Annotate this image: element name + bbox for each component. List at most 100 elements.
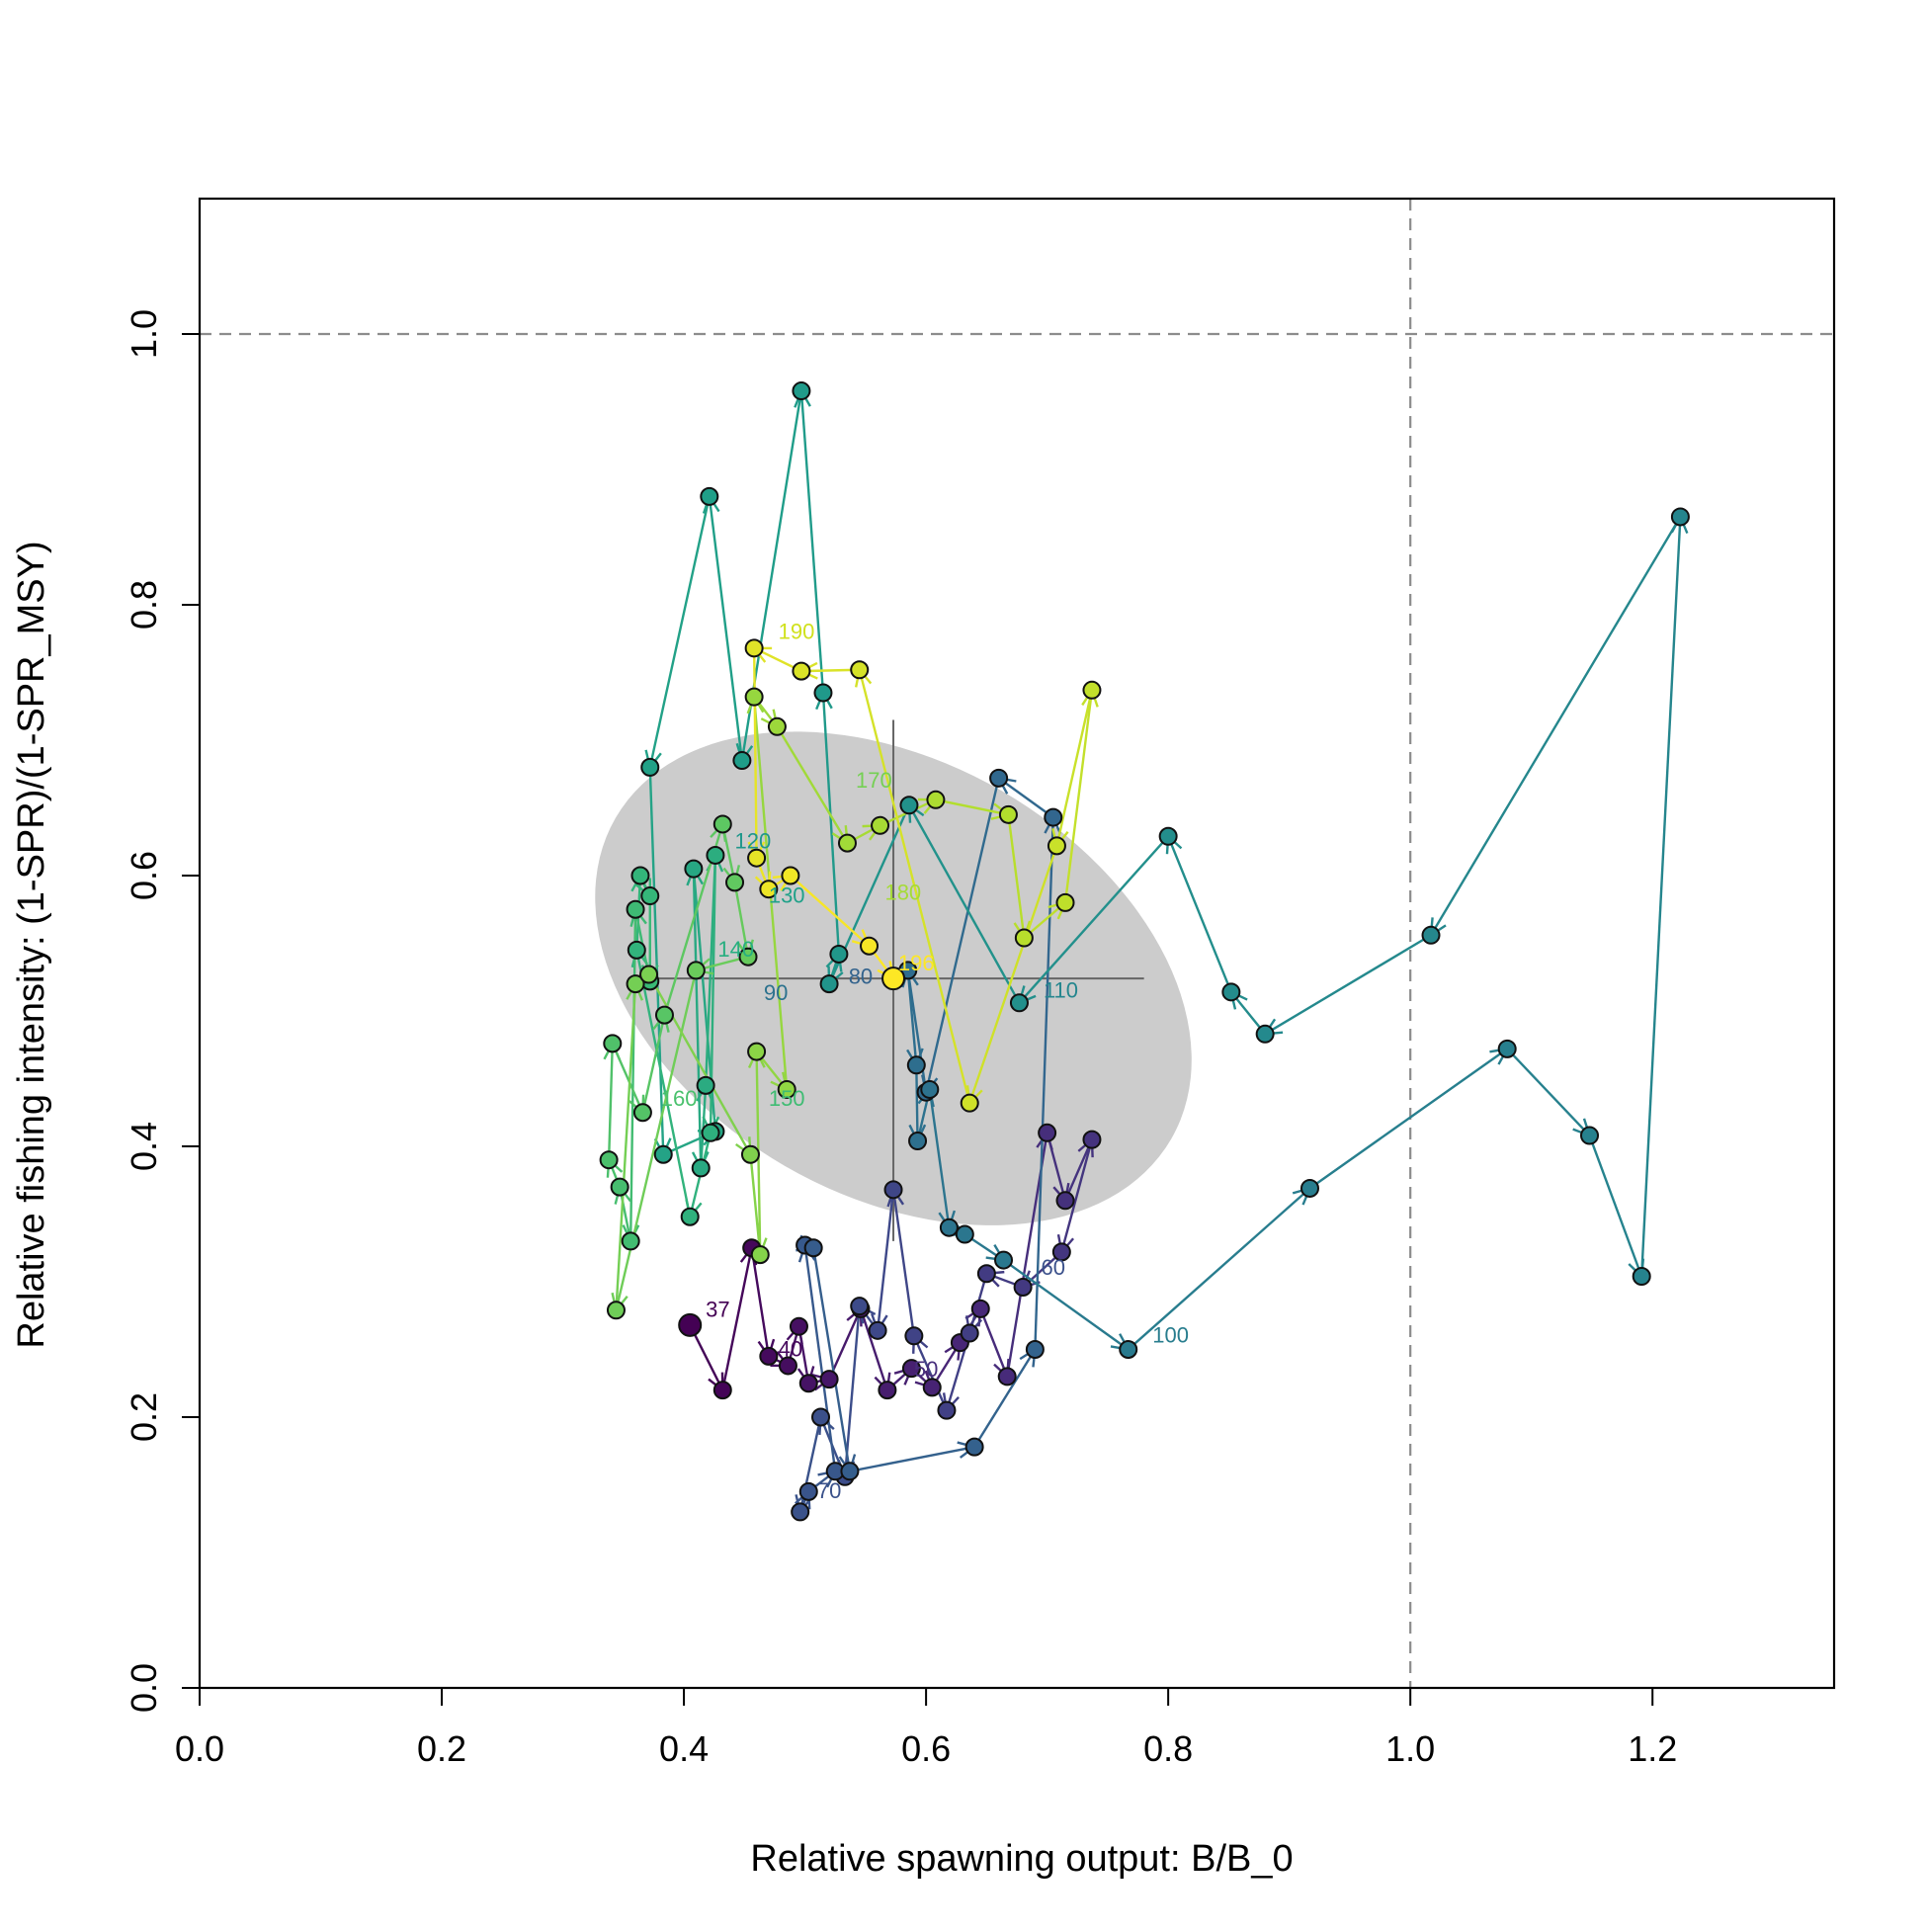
year-label: 80 (849, 965, 873, 989)
year-point (691, 1158, 711, 1178)
segment-line (915, 1064, 919, 1141)
year-point (701, 1123, 720, 1142)
year-label: 180 (884, 881, 921, 905)
trajectory-segment (1429, 516, 1682, 938)
year-point (744, 638, 764, 658)
segment-line (973, 1348, 1037, 1448)
year-point (1055, 1191, 1075, 1211)
year-point (700, 486, 719, 506)
year-point (926, 790, 946, 809)
year-point (640, 757, 660, 777)
x-tick-label: 0.0 (175, 1728, 224, 1769)
first-year-point (678, 1312, 703, 1337)
year-label: 60 (1042, 1255, 1065, 1280)
year-point (792, 661, 811, 681)
segment-line (811, 1247, 852, 1471)
year-point (696, 1075, 715, 1095)
segment-line (1167, 835, 1232, 993)
segment-line (615, 983, 637, 1310)
year-point (747, 1042, 767, 1061)
year-point (759, 880, 779, 899)
year-point (955, 1224, 974, 1244)
segment-line (849, 1445, 975, 1472)
year-point (970, 1299, 990, 1318)
year-point (1221, 982, 1241, 1002)
year-point (901, 1359, 921, 1379)
year-point (767, 716, 787, 736)
segment-line (1002, 1259, 1130, 1351)
y-tick-label: 0.6 (124, 851, 164, 900)
year-point (1632, 1267, 1651, 1287)
year-point (747, 848, 767, 868)
segment-line (628, 909, 637, 1241)
trajectory-segment (979, 1307, 1010, 1380)
year-point (791, 1502, 810, 1522)
segment-line (858, 669, 971, 1104)
x-tick-label: 1.2 (1628, 1728, 1677, 1769)
segment-line (924, 778, 1000, 1093)
year-point (1580, 1126, 1600, 1145)
segment-line (843, 1305, 861, 1477)
year-point (706, 845, 725, 865)
year-point (781, 866, 800, 885)
year-point (732, 751, 752, 771)
year-point (712, 1381, 732, 1400)
segment-line (635, 950, 692, 1218)
year-point (960, 1323, 979, 1343)
year-point (1299, 1178, 1319, 1198)
year-point (680, 1207, 700, 1226)
year-point (997, 1367, 1017, 1386)
segment-line (611, 1043, 644, 1114)
year-point (621, 1231, 640, 1251)
x-tick-label: 0.2 (417, 1728, 466, 1769)
year-point (1421, 925, 1441, 945)
year-label: 150 (769, 1086, 805, 1111)
trajectory-segment (735, 390, 803, 764)
year-point (1014, 928, 1034, 948)
trajectory-segment (849, 1441, 977, 1472)
year-point (626, 899, 645, 919)
segment-line (907, 804, 1021, 1004)
segment-line (708, 496, 744, 761)
segment-line (1264, 934, 1432, 1036)
year-point (630, 866, 650, 885)
year-point (964, 1437, 984, 1457)
year-point (632, 1103, 652, 1123)
year-point (960, 1093, 979, 1113)
segment-line (997, 777, 1054, 819)
year-point (1497, 1039, 1517, 1058)
y-axis-title: Relative fishing intensity: (1-SPR)/(1-S… (11, 541, 52, 1348)
trajectory-segment (1588, 1134, 1645, 1280)
segment-line (891, 1189, 916, 1336)
year-point (684, 859, 704, 879)
year-point (976, 1264, 996, 1284)
year-point (627, 940, 646, 960)
year-point (789, 1316, 808, 1336)
segment-line (859, 1308, 889, 1390)
year-point (840, 1462, 860, 1481)
year-point (868, 1320, 887, 1340)
year-point (937, 1400, 957, 1420)
segment-line (1060, 1138, 1094, 1253)
trajectory-segment (644, 496, 711, 771)
y-tick-label: 0.2 (124, 1392, 164, 1442)
year-point (744, 687, 764, 707)
year-point (725, 873, 745, 892)
final-year-point (881, 966, 906, 991)
year-label: 50 (914, 1357, 938, 1382)
trajectory-segment (1002, 1259, 1131, 1352)
year-point (998, 804, 1018, 824)
year-point (738, 947, 758, 966)
year-point (1013, 1277, 1033, 1297)
year-point (626, 974, 645, 994)
trajectory-segment (1506, 1048, 1592, 1138)
trajectory-segment (794, 387, 825, 694)
year-label: 196 (898, 951, 935, 975)
segment-line (752, 647, 758, 859)
segment-line (1055, 690, 1094, 847)
segment-line (828, 1307, 863, 1381)
segment-line (1018, 835, 1170, 1004)
year-label: 110 (1044, 977, 1078, 1002)
year-point (1047, 836, 1066, 856)
